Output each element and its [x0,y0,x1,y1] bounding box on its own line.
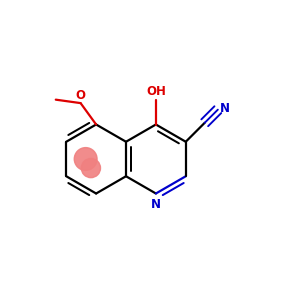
Text: N: N [220,102,230,115]
Circle shape [81,158,101,178]
Text: OH: OH [146,85,166,98]
Circle shape [74,148,97,170]
Text: N: N [151,198,161,211]
Text: O: O [76,89,85,102]
